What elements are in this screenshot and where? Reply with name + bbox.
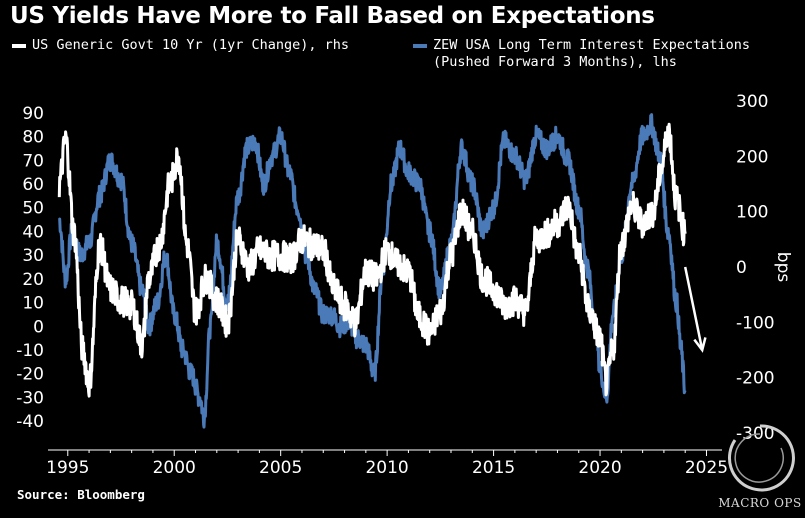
- series-us10yr-line: [57, 122, 687, 398]
- left-tick-label: 30: [22, 246, 44, 266]
- right-tick-label: -200: [736, 369, 775, 389]
- x-tick-label: 2020: [578, 458, 621, 478]
- logo-circle-icon: [727, 424, 795, 492]
- left-axis: 90 80 70 60 50 40 30 20 10 0 -10 -20 -30 -40: [16, 104, 44, 432]
- left-tick-label: 40: [22, 222, 44, 242]
- legend-label-zew-line1: ZEW USA Long Term Interest Expectations: [433, 37, 750, 53]
- x-axis: 1995 2000 2005 2010 2015 2020 2025: [46, 450, 728, 478]
- left-tick-label: -20: [16, 365, 44, 385]
- left-tick-label: 50: [22, 199, 44, 219]
- x-tick-label: 2025: [685, 458, 728, 478]
- right-tick-label: 0: [736, 258, 747, 278]
- left-tick-label: 60: [22, 175, 44, 195]
- left-tick-label: 0: [33, 317, 44, 337]
- left-tick-label: 10: [22, 294, 44, 314]
- series-layer: [57, 113, 687, 429]
- annotation-arrow-shaft: [683, 266, 704, 351]
- left-tick-label: -30: [16, 388, 44, 408]
- right-tick-label: 300: [736, 92, 768, 112]
- right-tick-label: 200: [736, 147, 768, 167]
- left-tick-label: 20: [22, 270, 44, 290]
- left-tick-label: 80: [22, 128, 44, 148]
- right-tick-label: 100: [736, 203, 768, 223]
- legend-swatch-blue: [413, 44, 427, 48]
- legend-label-zew-line2: (Pushed Forward 3 Months), lhs: [433, 54, 677, 70]
- source-note: Source: Bloomberg: [17, 487, 145, 502]
- x-tick-label: 2010: [365, 458, 408, 478]
- logo-text: MACRO OPS: [718, 496, 802, 510]
- x-tick-label: 2005: [259, 458, 302, 478]
- left-tick-label: -10: [16, 341, 44, 361]
- right-tick-label: -100: [736, 313, 775, 333]
- annotation-arrow-head: [693, 337, 707, 353]
- x-tick-label: 2015: [472, 458, 515, 478]
- series-zew-line: [57, 113, 687, 429]
- macro-ops-logo: MACRO OPS: [715, 418, 805, 518]
- legend-swatch-white: [12, 44, 26, 48]
- annotation-layer: [683, 266, 707, 353]
- left-tick-label: 90: [22, 104, 44, 124]
- legend-label-us-10yr: US Generic Govt 10 Yr (1yr Change), rhs: [32, 37, 349, 53]
- left-tick-label: -40: [16, 412, 44, 432]
- right-axis-unit-label: bps: [773, 252, 793, 283]
- left-tick-label: 70: [22, 151, 44, 171]
- x-tick-label: 1995: [46, 458, 89, 478]
- chart-title: US Yields Have More to Fall Based on Exp…: [10, 3, 655, 29]
- x-tick-label: 2000: [153, 458, 196, 478]
